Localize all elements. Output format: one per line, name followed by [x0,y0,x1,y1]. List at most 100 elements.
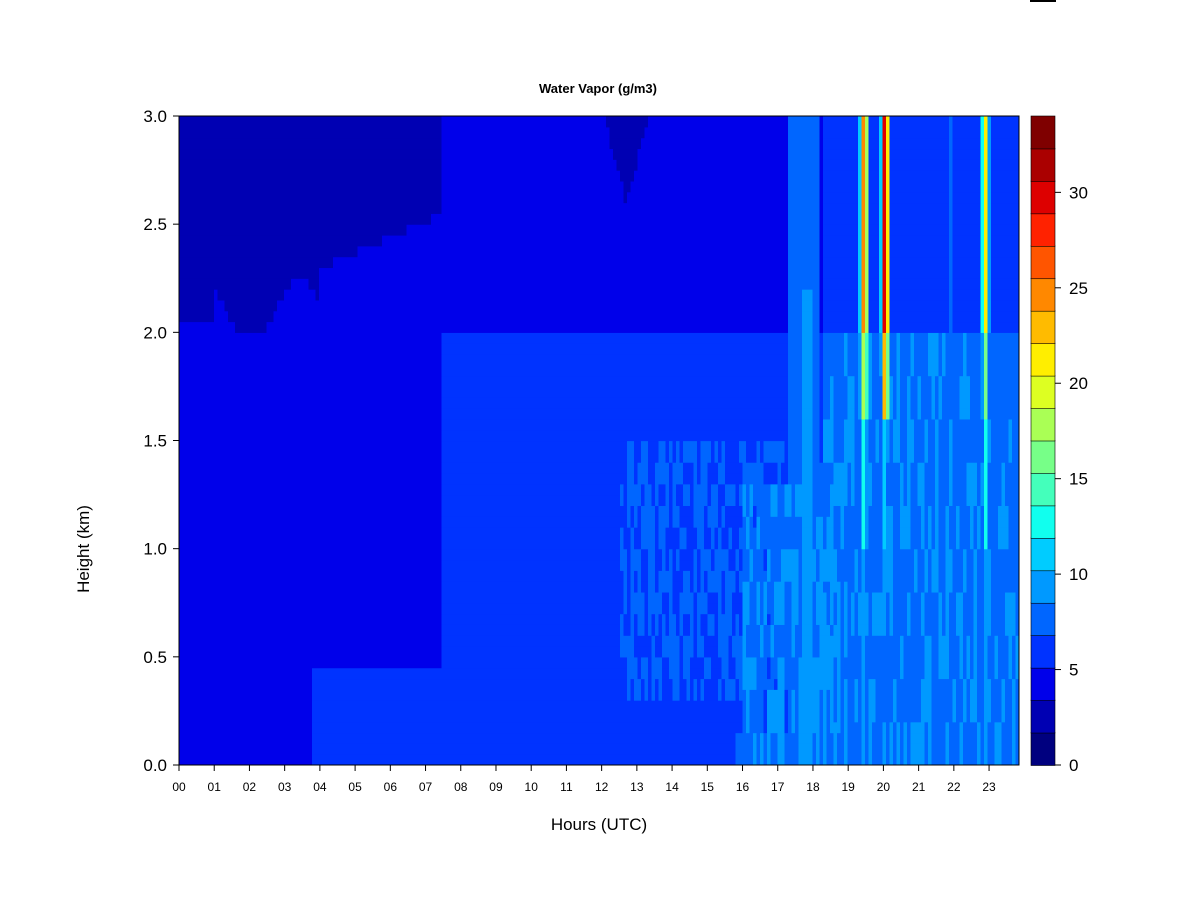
heatmap-cell [357,451,362,463]
heatmap-cell [427,635,432,647]
heatmap-cell [203,137,208,150]
heatmap-cell [448,537,453,550]
heatmap-cell [441,116,446,128]
heatmap-cell [326,321,331,333]
heatmap-cell [392,754,397,765]
heatmap-cell [417,299,422,312]
heatmap-cell [417,213,422,225]
heatmap-cell [371,721,376,734]
heatmap-cell [249,408,254,420]
heatmap-cell [263,202,268,214]
heatmap-cell [207,332,212,344]
heatmap-cell [350,191,355,204]
heatmap-cell [200,667,205,680]
heatmap-cell [224,256,229,269]
heatmap-cell [182,732,187,744]
heatmap-cell [322,364,327,377]
heatmap-cell [298,602,303,615]
heatmap-cell [371,537,376,550]
heatmap-cell [294,116,299,128]
heatmap-cell [382,613,387,625]
heatmap-cell [228,343,233,355]
heatmap-cell [312,494,317,506]
heatmap-cell [368,180,373,193]
heatmap-cell [413,613,418,625]
heatmap-cell [308,494,313,506]
heatmap-cell [179,137,184,150]
heatmap-cell [361,646,366,658]
heatmap-cell [462,202,467,214]
heatmap-cell [322,429,327,442]
heatmap-cell [448,581,453,593]
heatmap-cell [406,440,411,452]
heatmap-cell [235,472,240,485]
heatmap-cell [417,678,422,690]
heatmap-cell [263,451,268,463]
heatmap-cell [182,310,187,323]
heatmap-cell [284,667,289,680]
heatmap-cell [256,364,261,377]
heatmap-cell [266,245,271,258]
heatmap-cell [245,548,250,561]
heatmap-cell [308,332,313,344]
heatmap-cell [242,137,247,150]
heatmap-cell [221,624,226,636]
heatmap-cell [368,591,373,604]
heatmap-cell [284,332,289,344]
heatmap-cell [252,678,257,690]
heatmap-cell [182,754,187,765]
heatmap-cell [315,321,320,333]
heatmap-cell [441,602,446,615]
heatmap-cell [291,494,296,506]
heatmap-cell [336,299,341,312]
heatmap-cell [207,180,212,193]
heatmap-cell [242,678,247,690]
heatmap-cell [322,743,327,755]
heatmap-cell [238,494,243,506]
heatmap-cell [396,462,401,474]
heatmap-cell [385,375,390,388]
heatmap-cell [245,602,250,615]
heatmap-cell [308,710,313,723]
heatmap-cell [378,591,383,604]
heatmap-cell [214,170,219,182]
heatmap-cell [389,440,394,452]
heatmap-cell [249,559,254,571]
heatmap-cell [298,494,303,506]
heatmap-cell [371,732,376,744]
heatmap-cell [445,343,450,355]
heatmap-cell [336,613,341,625]
heatmap-cell [315,462,320,474]
heatmap-cell [424,700,429,712]
heatmap-cell [361,202,366,214]
heatmap-cell [263,386,268,398]
heatmap-cell [350,397,355,409]
heatmap-cell [214,202,219,214]
heatmap-cell [280,700,285,712]
heatmap-cell [228,386,233,398]
heatmap-cell [242,548,247,561]
heatmap-cell [186,332,191,344]
heatmap-cell [445,408,450,420]
heatmap-cell [301,213,306,225]
heatmap-cell [459,462,464,474]
heatmap-cell [249,116,254,128]
heatmap-cell [424,245,429,258]
heatmap-cell [273,700,278,712]
heatmap-cell [462,191,467,204]
heatmap-cell [294,213,299,225]
heatmap-cell [399,494,404,506]
heatmap-cell [207,148,212,160]
heatmap-cell [322,159,327,171]
heatmap-cell [203,570,208,582]
heatmap-cell [336,559,341,571]
heatmap-cell [336,516,341,528]
heatmap-cell [333,397,338,409]
heatmap-cell [368,689,373,701]
heatmap-cell [340,289,345,301]
heatmap-cell [371,289,376,301]
heatmap-cell [231,202,236,214]
heatmap-cell [434,343,439,355]
heatmap-cell [214,375,219,388]
heatmap-cell [298,332,303,344]
